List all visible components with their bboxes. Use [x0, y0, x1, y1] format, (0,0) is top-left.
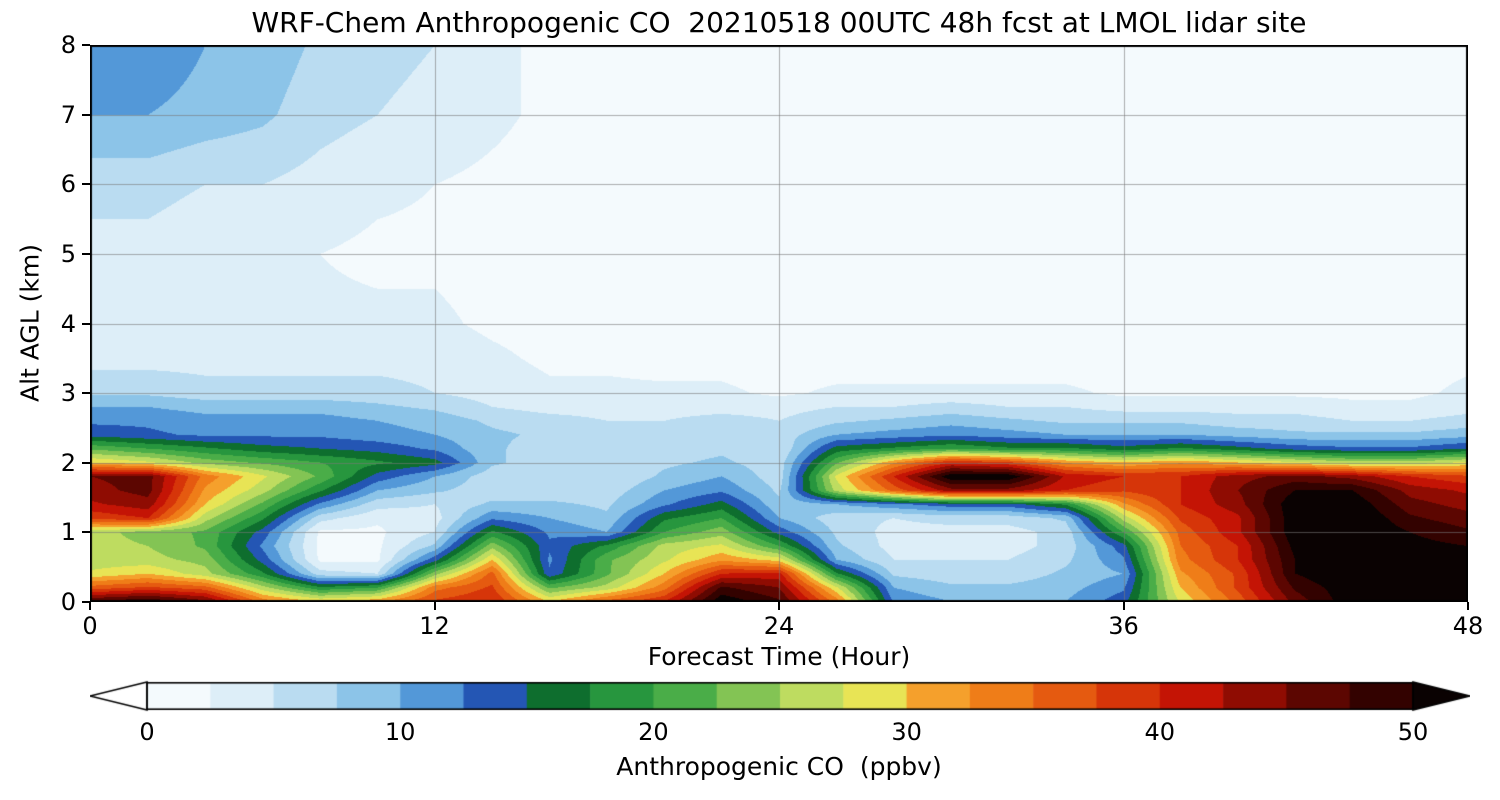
y-tick-mark: [82, 113, 90, 116]
y-tick-mark: [82, 44, 90, 46]
colorbar-tick-label: 20: [638, 718, 669, 746]
y-tick-label: 5: [60, 239, 76, 268]
chart-title: WRF-Chem Anthropogenic CO 20210518 00UTC…: [251, 6, 1307, 39]
colorbar-tick-label: 40: [1144, 718, 1176, 746]
y-tick-label: 4: [60, 309, 76, 338]
y-tick-label: 0: [60, 588, 76, 616]
x-tick-mark: [1122, 602, 1125, 610]
x-tick-mark: [1467, 602, 1469, 610]
y-tick-mark: [82, 461, 90, 464]
x-tick-mark: [778, 602, 780, 610]
y-tick-mark: [82, 183, 90, 186]
y-tick-label: 2: [60, 448, 76, 477]
colorbar: 0 10 20 30 40 50 Anthropogenic CO (ppbv): [0, 680, 1500, 800]
plot-area: [90, 45, 1468, 602]
y-tick-label: 7: [60, 100, 76, 129]
x-tick-mark: [89, 602, 91, 610]
x-axis-label: Forecast Time (Hour): [647, 642, 911, 671]
y-tick-label: 1: [60, 518, 76, 547]
x-tick-label: 36: [1108, 612, 1139, 640]
x-tick-label: 0: [82, 612, 98, 640]
x-tick-label: 12: [419, 612, 450, 640]
y-tick-mark: [82, 392, 90, 395]
colorbar-tick-label: 10: [384, 718, 416, 746]
y-tick-mark: [82, 531, 90, 534]
colorbar-canvas: [90, 680, 1470, 714]
colorbar-label: Anthropogenic CO (ppbv): [616, 752, 942, 781]
colorbar-tick-label: 50: [1397, 718, 1429, 746]
y-tick-mark: [82, 322, 90, 325]
y-tick-label: 3: [60, 379, 76, 408]
y-tick-mark: [82, 601, 90, 603]
colorbar-tick-label: 0: [139, 718, 155, 746]
x-tick-mark: [433, 602, 436, 610]
y-axis-label: Alt AGL (km): [15, 243, 45, 403]
x-tick-label: 24: [763, 612, 795, 640]
x-tick-label: 48: [1452, 612, 1484, 640]
y-tick-label: 6: [60, 170, 76, 199]
colorbar-tick-label: 30: [891, 718, 922, 746]
co-heatmap-canvas: [90, 45, 1468, 602]
y-tick-mark: [82, 252, 90, 255]
y-tick-label: 8: [60, 31, 76, 59]
